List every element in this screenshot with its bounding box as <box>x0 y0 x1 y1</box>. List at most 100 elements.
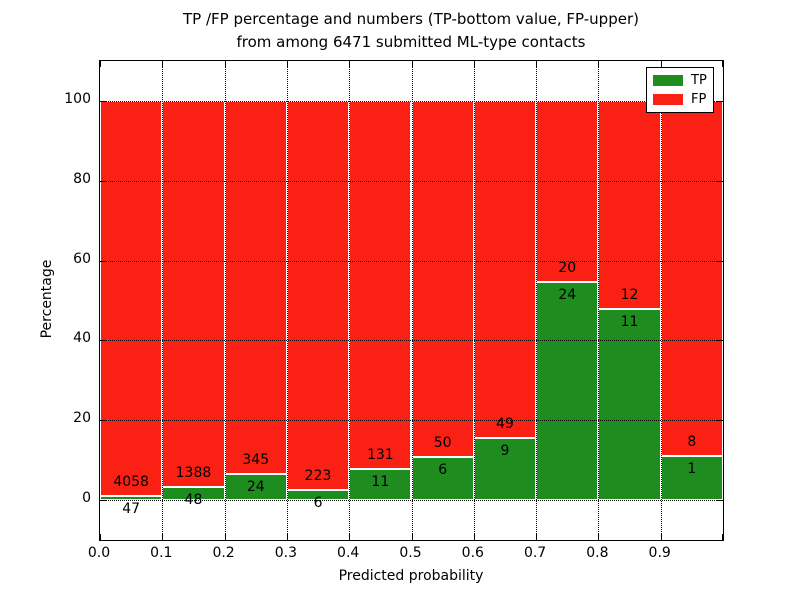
x-tick <box>722 534 723 540</box>
v-gridline <box>162 61 164 540</box>
y-tick-label: 20 <box>73 410 91 427</box>
tp-bar <box>411 457 474 501</box>
tp-bar <box>224 474 287 501</box>
fp-bar <box>536 100 599 283</box>
tp-count-label: 1 <box>687 460 697 477</box>
legend-item-fp: FP <box>653 92 707 107</box>
fp-bar <box>100 100 163 496</box>
y-tick-label: 100 <box>64 90 91 107</box>
tp-count-label: 9 <box>500 443 510 460</box>
legend: TP FP <box>646 67 714 113</box>
legend-item-tp: TP <box>653 73 707 88</box>
fp-bar <box>473 100 537 439</box>
y-tick <box>717 180 723 182</box>
v-gridline <box>473 61 475 540</box>
v-gridline <box>349 61 351 540</box>
tp-bar <box>598 309 661 501</box>
x-tick-label: 0.3 <box>274 545 298 561</box>
y-tick-label: 60 <box>73 250 91 267</box>
v-gridline <box>536 61 538 540</box>
tp-bar <box>536 282 599 501</box>
x-tick <box>411 61 413 67</box>
chart-title: TP /FP percentage and numbers (TP-bottom… <box>183 8 639 54</box>
y-tick-label: 80 <box>73 170 91 187</box>
fp-count-label: 223 <box>304 467 332 484</box>
fp-bar <box>349 100 412 470</box>
x-tick <box>286 61 288 67</box>
fp-count-label: 12 <box>620 287 639 304</box>
x-tick <box>349 534 351 540</box>
fp-bar <box>411 100 474 458</box>
x-tick <box>536 534 538 540</box>
fp-legend-swatch <box>653 93 683 105</box>
x-tick-label: 0.7 <box>523 545 547 561</box>
y-tick <box>100 180 106 182</box>
x-tick <box>162 61 164 67</box>
fp-count-label: 50 <box>433 435 452 452</box>
x-tick-label: 0.2 <box>212 545 235 561</box>
y-tick <box>717 420 723 422</box>
x-tick-label: 0.1 <box>150 545 173 561</box>
v-gridline <box>598 61 600 540</box>
x-tick <box>162 534 164 540</box>
x-tick <box>722 61 723 67</box>
x-tick <box>349 61 351 67</box>
y-tick <box>717 260 723 262</box>
x-tick-label: 0.9 <box>648 545 671 561</box>
x-tick <box>660 534 662 540</box>
x-tick-label: 0.8 <box>586 545 609 561</box>
x-tick <box>473 534 475 540</box>
y-tick <box>717 340 723 342</box>
fp-bar <box>660 100 723 456</box>
tp-count-label: 24 <box>246 479 265 496</box>
tp-count-label: 24 <box>558 287 577 304</box>
tp-count-label: 11 <box>371 474 390 491</box>
fp-bar <box>162 100 225 487</box>
fp-count-label: 20 <box>558 260 577 277</box>
tp-legend-swatch <box>653 75 683 87</box>
tp-count-label: 48 <box>184 491 203 508</box>
tp-count-label: 6 <box>313 494 323 511</box>
x-tick <box>598 61 600 67</box>
x-tick <box>660 61 662 67</box>
y-tick <box>100 260 106 262</box>
tp-bar <box>473 438 537 501</box>
y-tick <box>100 500 106 502</box>
x-tick-label: 0.0 <box>87 545 111 561</box>
v-gridline <box>660 61 662 540</box>
x-tick <box>411 534 413 540</box>
x-tick <box>100 61 101 67</box>
tp-bar <box>660 455 723 501</box>
fp-count-label: 49 <box>496 416 514 433</box>
fp-count-label: 1388 <box>175 464 212 481</box>
x-tick <box>100 534 101 540</box>
y-axis-label: Percentage <box>39 259 55 339</box>
y-tick <box>100 100 106 102</box>
fp-bar <box>598 100 661 310</box>
v-gridline <box>411 61 413 540</box>
tp-bar <box>100 495 163 501</box>
chart-title-line2: from among 6471 submitted ML-type contac… <box>236 33 586 51</box>
x-tick-label: 0.5 <box>399 545 422 561</box>
x-tick <box>224 534 226 540</box>
chart-title-line1: TP /FP percentage and numbers (TP-bottom… <box>183 10 639 28</box>
fp-count-label: 131 <box>366 447 394 464</box>
x-tick-label: 0.6 <box>461 545 484 561</box>
tp-legend-label: TP <box>691 73 707 89</box>
x-tick <box>598 534 600 540</box>
v-gridline <box>224 61 226 540</box>
x-tick <box>286 534 288 540</box>
v-gridline <box>286 61 288 540</box>
tp-count-label: 11 <box>620 314 639 331</box>
y-tick <box>717 100 723 102</box>
fp-bar <box>224 100 287 475</box>
plot-area: 4058 47 1388 48 345 24 223 6 131 11 50 6 49 9 20 24 12 11… <box>99 60 724 541</box>
x-axis-label: Predicted probability <box>338 568 484 584</box>
y-tick-label: 0 <box>82 490 91 507</box>
fp-count-label: 4058 <box>113 473 149 490</box>
tp-count-label: 6 <box>438 462 448 479</box>
fp-count-label: 8 <box>687 433 697 450</box>
tp-bar <box>349 469 412 501</box>
fp-legend-label: FP <box>691 91 707 107</box>
